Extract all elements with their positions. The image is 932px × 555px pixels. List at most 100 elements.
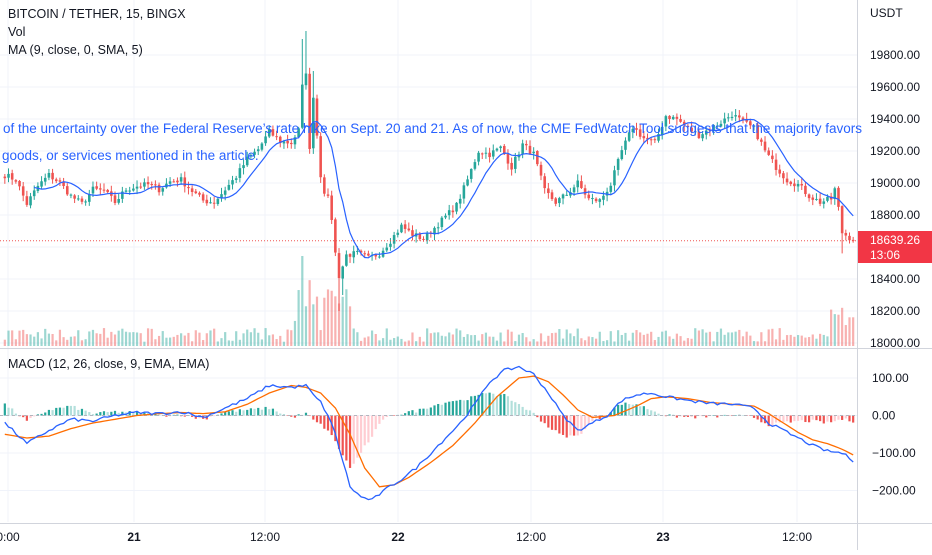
candle[interactable] [381, 247, 385, 258]
candle[interactable] [146, 176, 150, 189]
candle[interactable] [378, 252, 381, 259]
candle[interactable] [117, 193, 120, 205]
candle[interactable] [429, 230, 433, 238]
candle[interactable] [99, 183, 102, 196]
candle[interactable] [458, 194, 462, 209]
candle[interactable] [62, 177, 65, 189]
candle[interactable] [800, 177, 804, 191]
candle[interactable] [565, 190, 569, 196]
candle[interactable] [547, 182, 550, 199]
candle[interactable] [649, 137, 653, 146]
candle[interactable] [330, 190, 333, 224]
candle[interactable] [253, 148, 256, 159]
candle[interactable] [216, 197, 220, 206]
candle[interactable] [238, 163, 242, 183]
candle[interactable] [29, 192, 32, 209]
candle[interactable] [793, 178, 796, 192]
candle[interactable] [653, 137, 657, 144]
candle[interactable] [447, 204, 451, 220]
candle[interactable] [679, 114, 682, 123]
candle[interactable] [264, 130, 267, 146]
candle[interactable] [312, 71, 315, 154]
candle[interactable] [484, 147, 488, 159]
candle[interactable] [712, 124, 715, 135]
candle[interactable] [7, 168, 10, 183]
candle[interactable] [234, 175, 238, 183]
candle[interactable] [227, 179, 231, 191]
candle[interactable] [88, 189, 91, 206]
candle[interactable] [21, 182, 25, 202]
candle[interactable] [488, 147, 491, 163]
candle[interactable] [756, 121, 759, 141]
candle[interactable] [179, 173, 183, 185]
candle[interactable] [804, 182, 807, 197]
candle[interactable] [576, 174, 580, 193]
candle[interactable] [539, 161, 543, 181]
candle[interactable] [763, 136, 767, 153]
candle[interactable] [231, 175, 234, 190]
candle[interactable] [341, 265, 344, 295]
candle[interactable] [833, 186, 837, 205]
candle[interactable] [319, 132, 322, 183]
candle[interactable] [480, 152, 484, 160]
candle[interactable] [69, 193, 73, 199]
candle[interactable] [631, 125, 635, 139]
candle[interactable] [65, 183, 69, 196]
candle[interactable] [451, 205, 455, 218]
candle[interactable] [583, 184, 587, 199]
candle[interactable] [613, 165, 616, 192]
candle[interactable] [190, 185, 194, 197]
candle[interactable] [352, 245, 356, 264]
candle[interactable] [73, 194, 76, 204]
candle[interactable] [411, 225, 414, 241]
candle[interactable] [664, 114, 668, 132]
candle[interactable] [124, 187, 128, 193]
candle[interactable] [14, 179, 18, 184]
candle[interactable] [701, 130, 704, 142]
candle[interactable] [473, 159, 477, 171]
candle[interactable] [40, 176, 43, 190]
candle[interactable] [536, 150, 539, 167]
candle[interactable] [345, 250, 348, 267]
candle[interactable] [25, 190, 29, 207]
candle[interactable] [275, 130, 278, 141]
candle[interactable] [767, 147, 770, 157]
candle[interactable] [561, 193, 565, 205]
candle[interactable] [638, 124, 642, 140]
candle[interactable] [811, 194, 815, 206]
candle[interactable] [668, 115, 671, 124]
candle[interactable] [686, 123, 690, 132]
candle[interactable] [730, 111, 734, 121]
candle[interactable] [132, 183, 135, 192]
candle[interactable] [403, 220, 407, 234]
candle[interactable] [491, 144, 495, 160]
candle[interactable] [719, 120, 723, 128]
candle[interactable] [774, 153, 778, 176]
candle[interactable] [815, 193, 818, 201]
candle[interactable] [278, 135, 282, 148]
candle[interactable] [334, 217, 337, 257]
candle[interactable] [304, 31, 308, 90]
candle[interactable] [198, 191, 201, 197]
candle[interactable] [389, 238, 392, 251]
candle[interactable] [363, 250, 367, 258]
candle[interactable] [3, 173, 7, 184]
candle[interactable] [154, 180, 157, 190]
candle[interactable] [267, 125, 271, 139]
ma-legend[interactable]: MA (9, close, 0, SMA, 5) [8, 43, 143, 57]
candle[interactable] [187, 181, 190, 195]
candle[interactable] [609, 182, 613, 195]
candle[interactable] [598, 198, 602, 208]
candle[interactable] [194, 188, 198, 195]
candle[interactable] [95, 181, 98, 191]
candle[interactable] [682, 119, 686, 132]
candle[interactable] [771, 150, 774, 163]
candle[interactable] [150, 181, 154, 190]
candle[interactable] [477, 150, 480, 166]
candle[interactable] [550, 189, 554, 201]
candle[interactable] [172, 178, 176, 183]
candle[interactable] [143, 178, 146, 190]
candle[interactable] [440, 216, 444, 231]
